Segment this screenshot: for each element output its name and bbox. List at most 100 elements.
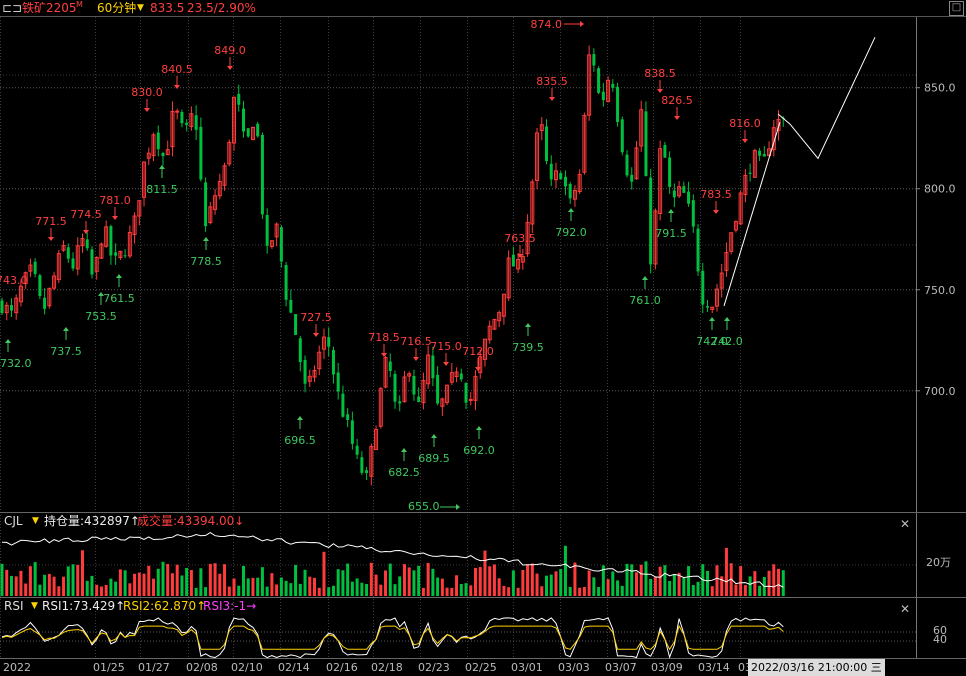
candle-body [33, 261, 37, 274]
rsi1-label: RSI1:73.429↑ [42, 599, 126, 613]
volume-bar [663, 565, 667, 596]
low-label: 689.5 [418, 452, 450, 465]
candle-body [90, 249, 94, 275]
candle-body [289, 299, 293, 313]
candle-body [445, 384, 450, 403]
price-overlays [723, 36, 876, 307]
candle-body [80, 238, 85, 247]
volume-bar [502, 585, 506, 596]
volume-bar [398, 576, 402, 596]
candle-body [482, 338, 487, 360]
volume-bar [753, 571, 757, 596]
candle-body [208, 206, 213, 223]
volume-bar [417, 565, 421, 596]
volume-bar [748, 576, 752, 596]
high-arrow [413, 357, 419, 361]
volume-bar [298, 583, 302, 596]
high-label: 835.5 [536, 75, 568, 88]
volume-bar [426, 563, 430, 596]
volume-bar [578, 587, 582, 596]
candle-body [577, 173, 582, 192]
volume-bar [677, 572, 681, 596]
candle-body [568, 183, 572, 199]
window-button[interactable]: □ [949, 1, 964, 16]
high-label: 838.5 [644, 67, 676, 80]
volume-bar [455, 575, 459, 596]
grid-lines [0, 17, 916, 658]
volume-bar [166, 563, 170, 596]
candle-body [14, 297, 19, 314]
high-label: 715.0 [430, 340, 462, 353]
candle-body [321, 336, 326, 350]
candle-body [303, 359, 307, 384]
candle-body [213, 195, 218, 211]
candle-body [156, 132, 160, 150]
volume-bar [218, 573, 222, 596]
low-arrow [203, 237, 209, 241]
chevron-down-icon[interactable]: ▼ [137, 3, 144, 13]
rsi-indicator-name[interactable]: RSI [4, 599, 24, 613]
volume-bar [781, 570, 785, 596]
chart-header: ⊏⊐ 铁矿2205 M 60分钟 ▼ 833.5 23.5/2.90% [0, 0, 966, 16]
close-icon[interactable]: ✕ [899, 517, 911, 531]
high-label: 716.5 [400, 335, 432, 348]
volume-bar [488, 566, 492, 596]
volume-bar [492, 564, 496, 596]
symbol-name[interactable]: 铁矿2205 [22, 1, 77, 15]
candle-body [204, 182, 208, 227]
volume-bar [0, 563, 4, 596]
x-tick-label: 02/10 [231, 661, 263, 674]
candle-body [473, 375, 478, 401]
candle-body [0, 300, 4, 313]
candle-body [592, 54, 596, 66]
candle-body [729, 232, 734, 252]
panel-dividers [0, 16, 966, 659]
volume-bar [559, 569, 563, 596]
x-tick-label: 03/09 [651, 661, 683, 674]
volume-bar [95, 584, 99, 596]
volume-bar [706, 570, 710, 596]
candle-body [545, 126, 549, 162]
candle-body [23, 272, 28, 285]
rsi-panel-header: RSI ▼ RSI1:73.429↑ RSI2:62.870↑ RSI3:-1→ [0, 598, 900, 614]
chevron-down-icon[interactable]: ▼ [31, 601, 38, 611]
volume-bar [521, 570, 525, 596]
volume-bar [582, 586, 586, 596]
x-tick-label: 03/14 [698, 661, 730, 674]
volume-bar [241, 565, 245, 596]
volume-bar [223, 564, 227, 596]
candle-body [341, 393, 345, 417]
candle-body [506, 257, 511, 299]
volume-bar [644, 561, 648, 596]
period-selector[interactable]: 60分钟 [97, 1, 137, 15]
candle-body [114, 252, 118, 256]
low-label: 792.0 [555, 226, 587, 239]
volume-indicator-name[interactable]: CJL [4, 514, 23, 528]
candle-body [468, 398, 473, 401]
candle-body [710, 306, 715, 310]
candle-body [407, 373, 412, 377]
volume-bar [346, 563, 350, 596]
volume-bar [80, 550, 84, 596]
volume-bar [772, 564, 776, 596]
volume-bar [90, 575, 94, 596]
high-label: 771.5 [35, 215, 67, 228]
chevron-down-icon[interactable]: ▼ [32, 516, 39, 526]
rsi3-label: RSI3:-1→ [203, 599, 257, 613]
low-arrow [668, 209, 674, 213]
low-label: 692.0 [463, 444, 495, 457]
sidebar-toggle-icon[interactable]: ⊏⊐ [2, 1, 23, 15]
volume-bar [568, 586, 572, 596]
rsi1-line [1, 617, 784, 659]
volume-bar [549, 574, 553, 596]
volume-bar [606, 579, 610, 596]
candle-body [553, 170, 558, 181]
high-label: 840.5 [161, 63, 193, 76]
low-label: 742.0 [711, 335, 743, 348]
candle-body [265, 214, 269, 246]
close-icon[interactable]: ✕ [899, 602, 911, 616]
low-arrow [568, 208, 574, 212]
candle-body [284, 264, 288, 300]
candle-body [250, 126, 255, 141]
